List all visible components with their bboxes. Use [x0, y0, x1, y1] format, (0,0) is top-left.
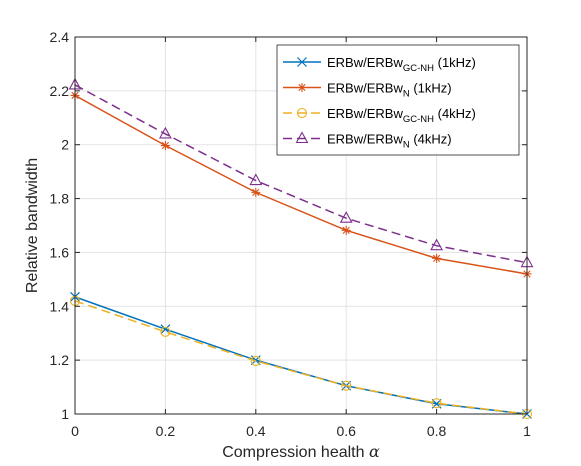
- x-tick-label: 0.8: [427, 423, 447, 439]
- data-point: [249, 173, 263, 186]
- tick-labels: 0 0.2 0.4 0.6 0.8 1 1 1.2 1.4 1.6 1.8 2 2.2 2.4: [50, 29, 532, 439]
- series-layer: [68, 77, 534, 420]
- x-axis-label: Compression health: [222, 444, 364, 461]
- legend-label-sub: GC-NH: [403, 63, 434, 74]
- legend-entry: ERBw/ERBwN (1kHz): [283, 81, 452, 100]
- series-line: [74, 84, 528, 264]
- data-point: [341, 380, 352, 391]
- series-line: [74, 94, 528, 275]
- legend-entry: ERBw/ERBwN (4kHz): [283, 131, 452, 151]
- legend: ERBw/ERBwGC-NH (1kHz)ERBw/ERBwN (1kHz)ER…: [276, 44, 520, 156]
- legend-label-main: ERBw/ERBw: [327, 106, 403, 121]
- legend-label: ERBw/ERBwN (4kHz): [327, 132, 452, 151]
- legend-marker: [297, 57, 307, 67]
- x-tick-label: 0.4: [246, 423, 266, 439]
- y-tick-label: 1.8: [50, 191, 70, 207]
- legend-label-tail: (1kHz): [434, 55, 476, 70]
- legend-label-sub: N: [403, 89, 410, 100]
- data-point: [431, 398, 442, 409]
- legend-label-main: ERBw/ERBw: [327, 132, 403, 147]
- data-point: [160, 141, 170, 151]
- x-axis-title: Compression health α: [222, 442, 380, 461]
- x-tick-label: 1: [523, 423, 531, 439]
- y-tick-label: 1.6: [50, 244, 70, 260]
- y-tick-label: 1.2: [50, 352, 70, 368]
- legend-box: [276, 44, 520, 156]
- x-tick-label: 0.6: [336, 423, 356, 439]
- legend-label-sub: N: [403, 140, 410, 151]
- legend-label-tail: (1kHz): [410, 81, 452, 96]
- legend-label-main: ERBw/ERBw: [327, 55, 403, 70]
- x-tick-label: 0: [71, 423, 79, 439]
- data-point: [250, 355, 261, 367]
- y-axis-title: Relative bandwidth: [24, 158, 41, 293]
- legend-label-tail: (4kHz): [434, 106, 476, 121]
- data-point: [251, 187, 261, 197]
- y-tick-label: 2.4: [50, 29, 70, 45]
- legend-label-main: ERBw/ERBw: [327, 81, 403, 96]
- legend-label: ERBw/ERBwGC-NH (1kHz): [327, 55, 476, 74]
- data-point: [432, 253, 442, 263]
- legend-marker: [297, 83, 307, 92]
- legend-marker: [295, 131, 309, 144]
- y-tick-label: 1: [61, 406, 69, 422]
- legend-marker: [296, 107, 308, 119]
- y-tick-label: 2: [61, 137, 69, 153]
- data-point: [339, 211, 353, 223]
- legend-label-tail: (4kHz): [410, 132, 452, 147]
- axis-ticks: [74, 36, 528, 415]
- x-tick-label: 0.2: [156, 423, 176, 439]
- data-point: [430, 238, 444, 251]
- y-tick-label: 2.2: [50, 83, 70, 99]
- plot-frame: [74, 36, 528, 415]
- legend-label: ERBw/ERBwGC-NH (4kHz): [327, 106, 476, 125]
- legend-label-sub: GC-NH: [403, 114, 434, 125]
- legend-entry: ERBw/ERBwGC-NH (1kHz): [283, 55, 476, 74]
- x-axis-symbol: α: [369, 442, 380, 461]
- series-line: [74, 296, 528, 415]
- data-point: [158, 126, 172, 139]
- data-point: [160, 326, 171, 337]
- y-tick-label: 1.4: [50, 298, 70, 314]
- legend-entry: ERBw/ERBwGC-NH (4kHz): [283, 106, 476, 125]
- legend-label: ERBw/ERBwN (1kHz): [327, 81, 452, 100]
- data-point: [341, 225, 351, 235]
